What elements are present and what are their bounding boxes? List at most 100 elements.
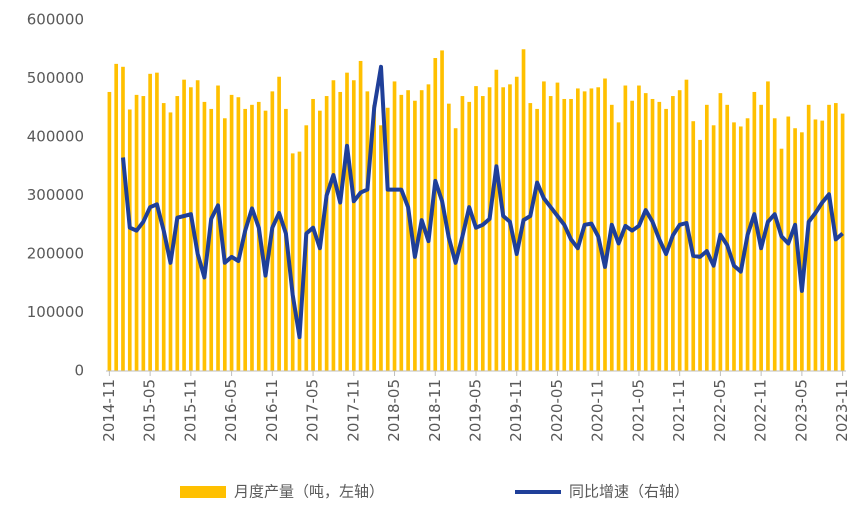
bar — [324, 96, 329, 372]
bar — [650, 98, 655, 371]
y-tick-label: 200000 — [27, 245, 84, 263]
bar — [202, 101, 207, 372]
bar — [168, 112, 173, 372]
bar — [738, 126, 743, 371]
bar — [182, 79, 186, 372]
bar — [392, 81, 397, 372]
x-tick-label: 2014-11 — [100, 379, 118, 442]
bar — [528, 103, 533, 371]
bar — [779, 148, 784, 371]
bar — [243, 108, 248, 372]
bar — [542, 81, 546, 372]
bar — [487, 87, 492, 372]
x-tick-label: 2017-11 — [344, 379, 362, 442]
bar — [711, 125, 716, 371]
bar — [222, 118, 227, 371]
y-tick-label: 0 — [74, 362, 84, 380]
bar — [616, 122, 621, 371]
bar — [141, 96, 146, 372]
bar — [433, 58, 438, 372]
bar — [820, 120, 825, 372]
y-tick-label: 400000 — [27, 128, 84, 146]
bar — [514, 76, 519, 372]
bar — [121, 66, 125, 372]
bar — [263, 110, 268, 372]
bar — [290, 153, 295, 371]
bar — [759, 104, 763, 371]
x-tick-label: 2018-05 — [385, 379, 403, 442]
bar — [385, 107, 390, 371]
bar — [480, 96, 485, 372]
bar — [114, 63, 119, 371]
bar — [216, 85, 220, 372]
bar — [453, 128, 458, 371]
bar — [379, 125, 383, 371]
bar — [725, 104, 730, 371]
bar — [236, 97, 241, 371]
bar — [195, 80, 200, 371]
bar — [338, 91, 343, 371]
x-tick-label: 2016-05 — [222, 379, 240, 442]
x-tick-label: 2021-05 — [629, 379, 647, 442]
x-tick-label: 2019-05 — [467, 379, 485, 442]
bar — [358, 60, 363, 371]
bar — [718, 93, 723, 371]
bar — [134, 94, 139, 371]
bar — [548, 96, 553, 372]
bar — [643, 93, 648, 371]
bar — [148, 73, 152, 371]
x-tick-label: 2020-11 — [589, 379, 607, 442]
legend-label: 月度产量（吨，左轴） — [234, 483, 384, 501]
y-tick-label: 600000 — [27, 11, 84, 29]
bar — [175, 96, 180, 372]
x-tick-label: 2018-11 — [426, 379, 444, 442]
x-tick-label: 2015-11 — [181, 379, 199, 442]
bar — [467, 101, 472, 372]
bar — [752, 91, 757, 371]
bar — [677, 90, 682, 371]
x-tick-label: 2015-05 — [141, 379, 159, 442]
bar — [664, 108, 668, 372]
bar — [365, 91, 370, 372]
x-tick-label: 2023-11 — [833, 379, 851, 442]
bar — [311, 98, 315, 371]
bar — [127, 109, 132, 371]
bar — [603, 78, 607, 371]
bar — [345, 72, 349, 372]
bar — [297, 151, 302, 371]
x-tick-label: 2021-11 — [670, 379, 688, 442]
bar — [704, 104, 709, 371]
bar — [562, 98, 567, 371]
x-tick-label: 2016-11 — [263, 379, 281, 442]
bar — [609, 104, 614, 371]
bar — [494, 69, 499, 371]
bar — [351, 80, 356, 371]
bar — [630, 100, 634, 371]
bar — [107, 91, 112, 371]
bar — [331, 80, 336, 371]
bar — [596, 87, 601, 372]
bar — [589, 88, 594, 371]
x-tick-label: 2022-05 — [711, 379, 729, 442]
x-tick-label: 2022-11 — [752, 379, 770, 442]
bar — [413, 100, 417, 371]
y-tick-label: 100000 — [27, 303, 84, 321]
bar — [189, 87, 193, 372]
bar — [732, 122, 736, 371]
y-tick-label: 500000 — [27, 69, 84, 87]
x-tick-label: 2023-05 — [792, 379, 810, 442]
bar — [277, 76, 281, 372]
x-tick-label: 2017-05 — [304, 379, 322, 442]
bar — [800, 132, 804, 371]
x-tick-label: 2020-05 — [548, 379, 566, 442]
bar — [827, 104, 831, 371]
bar — [209, 108, 214, 372]
bar — [813, 119, 818, 371]
bar — [535, 108, 539, 372]
bar — [399, 94, 404, 371]
bar — [155, 72, 159, 372]
legend-label: 同比增速（右轴） — [569, 483, 689, 501]
line — [121, 64, 844, 340]
bar — [840, 113, 845, 371]
